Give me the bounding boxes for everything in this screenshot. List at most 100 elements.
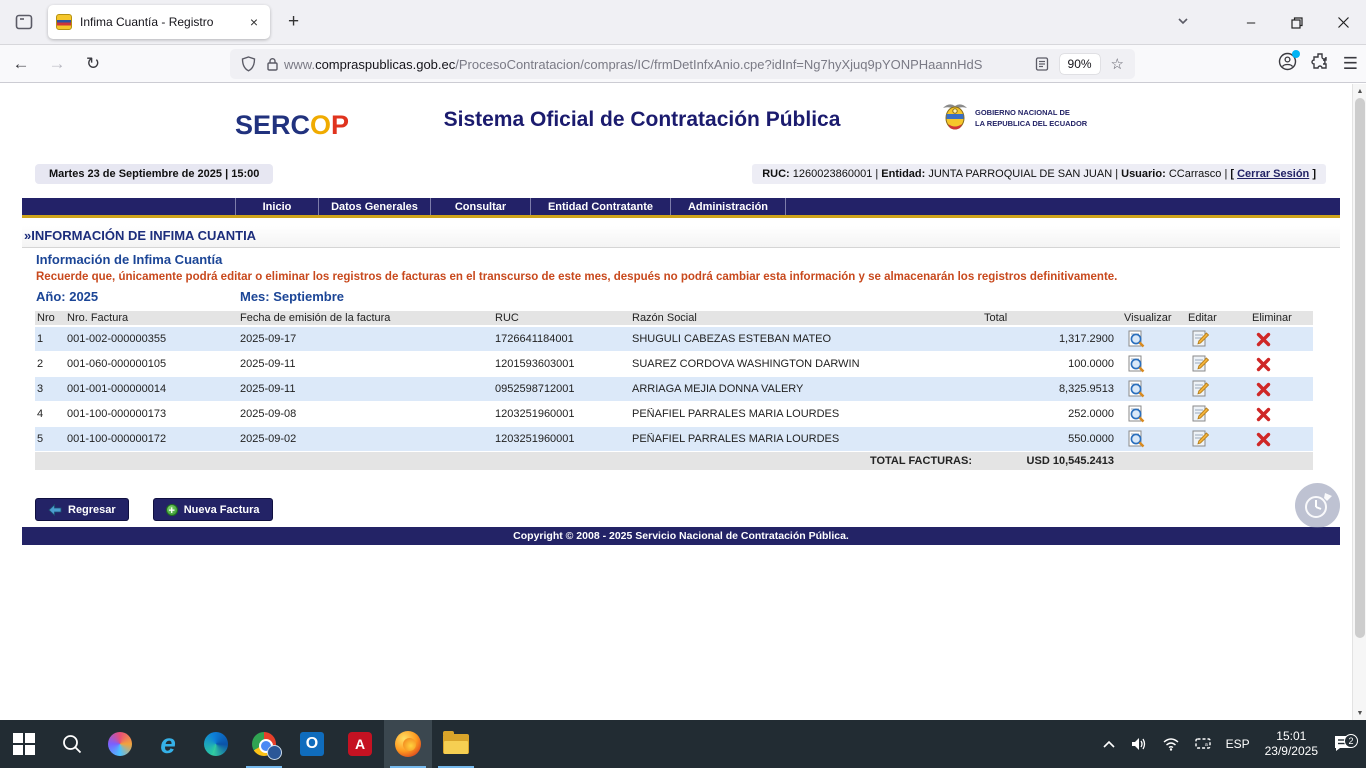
reload-icon[interactable]: ↻ bbox=[85, 53, 101, 73]
notification-center-button[interactable]: 2 bbox=[1326, 734, 1366, 754]
table-row: 2 001-060-000000105 2025-09-11 12015936030… bbox=[35, 352, 1313, 377]
list-tabs-chevron-icon[interactable] bbox=[1176, 14, 1190, 31]
edit-invoice-icon[interactable] bbox=[1186, 430, 1250, 448]
windows-taskbar: e O A a ESP 15:01 23/9/2025 2 bbox=[0, 720, 1366, 768]
acrobat-icon: A bbox=[348, 732, 372, 756]
edit-invoice-icon[interactable] bbox=[1186, 355, 1250, 373]
view-invoice-icon[interactable] bbox=[1122, 380, 1186, 398]
start-button[interactable] bbox=[0, 720, 48, 768]
taskbar-firefox-button[interactable] bbox=[384, 720, 432, 768]
year-label: Año: 2025 bbox=[36, 289, 99, 304]
back-icon[interactable]: ← bbox=[12, 53, 30, 73]
nav-item-entidad-contratante[interactable]: Entidad Contratante bbox=[531, 198, 671, 215]
window-close-button[interactable] bbox=[1320, 0, 1366, 45]
session-info: RUC: 1260023860001 | Entidad: JUNTA PARR… bbox=[752, 164, 1326, 184]
main-navigation: Inicio Datos Generales Consultar Entidad… bbox=[22, 198, 1340, 218]
delete-invoice-icon[interactable] bbox=[1250, 432, 1313, 447]
warning-message: Recuerde que, únicamente podrá editar o … bbox=[36, 271, 1118, 283]
nueva-factura-button[interactable]: + Nueva Factura bbox=[152, 498, 273, 521]
delete-invoice-icon[interactable] bbox=[1250, 382, 1313, 397]
chrome-profile-badge bbox=[267, 745, 282, 760]
tracking-shield-icon[interactable] bbox=[241, 56, 256, 72]
taskbar-file-explorer-button[interactable] bbox=[432, 720, 480, 768]
firefox-view-icon[interactable] bbox=[8, 6, 40, 38]
browser-tab-active[interactable]: Infima Cuantía - Registro × bbox=[48, 5, 270, 39]
taskbar-internet-explorer-button[interactable]: e bbox=[144, 720, 192, 768]
account-icon[interactable] bbox=[1278, 49, 1300, 76]
table-header-row: Nro Nro. Factura Fecha de emisión de la f… bbox=[35, 311, 1313, 327]
wifi-icon[interactable] bbox=[1155, 737, 1187, 751]
copilot-icon bbox=[108, 732, 132, 756]
browser-tab-strip: Infima Cuantía - Registro × + – bbox=[0, 0, 1366, 45]
browser-toolbar: ← → ↻ www.compraspublicas.gob.ec/Proceso… bbox=[0, 45, 1366, 83]
firefox-icon bbox=[395, 731, 421, 757]
account-notification-dot bbox=[1291, 49, 1300, 58]
notification-count-badge: 2 bbox=[1344, 734, 1358, 748]
delete-invoice-icon[interactable] bbox=[1250, 332, 1313, 347]
reader-mode-icon[interactable] bbox=[1035, 57, 1049, 71]
taskbar-acrobat-button[interactable]: A bbox=[336, 720, 384, 768]
nav-item-consultar[interactable]: Consultar bbox=[431, 198, 531, 215]
delete-invoice-icon[interactable] bbox=[1250, 407, 1313, 422]
edit-invoice-icon[interactable] bbox=[1186, 405, 1250, 423]
url-bar[interactable]: www.compraspublicas.gob.ec/ProcesoContra… bbox=[230, 49, 1135, 79]
taskbar-copilot-button[interactable] bbox=[96, 720, 144, 768]
ecuador-coat-of-arms-icon bbox=[940, 100, 970, 137]
section-title: Información de Infima Cuantía bbox=[36, 252, 223, 267]
view-invoice-icon[interactable] bbox=[1122, 405, 1186, 423]
table-row: 5 001-100-000000172 2025-09-02 12032519600… bbox=[35, 427, 1313, 452]
scroll-down-icon[interactable]: ▼ bbox=[1356, 709, 1364, 717]
bookmark-star-icon[interactable]: ☆ bbox=[1110, 56, 1124, 73]
regresar-button[interactable]: Regresar bbox=[35, 498, 129, 521]
clock[interactable]: 15:01 23/9/2025 bbox=[1257, 729, 1326, 759]
edge-icon bbox=[204, 732, 228, 756]
edit-invoice-icon[interactable] bbox=[1186, 380, 1250, 398]
nav-item-administracion[interactable]: Administración bbox=[671, 198, 786, 215]
delete-invoice-icon[interactable] bbox=[1250, 357, 1313, 372]
logout-link[interactable]: Cerrar Sesión bbox=[1237, 168, 1310, 180]
view-invoice-icon[interactable] bbox=[1122, 330, 1186, 348]
period-labels: Año: 2025 Mes: Septiembre bbox=[22, 289, 1340, 307]
invoices-table: Nro Nro. Factura Fecha de emisión de la f… bbox=[35, 311, 1313, 470]
window-restore-button[interactable] bbox=[1274, 0, 1320, 45]
window-minimize-button[interactable]: – bbox=[1246, 14, 1256, 31]
taskbar-chrome-button[interactable] bbox=[240, 720, 288, 768]
display-connect-icon[interactable]: a bbox=[1187, 737, 1219, 751]
taskbar-edge-button[interactable] bbox=[192, 720, 240, 768]
tray-chevron-icon[interactable] bbox=[1095, 739, 1123, 749]
table-row: 3 001-001-000000014 2025-09-11 09525987120… bbox=[35, 377, 1313, 402]
url-text[interactable]: www.compraspublicas.gob.ec/ProcesoContra… bbox=[284, 56, 983, 72]
site-footer: Copyright © 2008 - 2025 Servicio Naciona… bbox=[22, 527, 1340, 545]
scroll-up-icon[interactable]: ▲ bbox=[1356, 87, 1364, 95]
floating-timer-widget[interactable] bbox=[1295, 483, 1340, 528]
view-invoice-icon[interactable] bbox=[1122, 430, 1186, 448]
page-scrollbar[interactable]: ▲ ▼ bbox=[1352, 84, 1366, 720]
tab-close-icon[interactable]: × bbox=[249, 14, 258, 30]
breadcrumb: »INFORMACIÓN DE INFIMA CUANTIA bbox=[22, 226, 1340, 248]
page-title: Sistema Oficial de Contratación Pública bbox=[443, 108, 841, 131]
search-icon bbox=[63, 735, 82, 754]
new-tab-button[interactable]: + bbox=[288, 11, 300, 32]
site-header: SERCOP Sistema Oficial de Contratación P… bbox=[22, 84, 1340, 162]
action-buttons: Regresar + Nueva Factura bbox=[35, 498, 1340, 521]
extensions-puzzle-icon[interactable] bbox=[1311, 52, 1329, 75]
view-invoice-icon[interactable] bbox=[1122, 355, 1186, 373]
menu-hamburger-icon[interactable]: ☰ bbox=[1342, 53, 1358, 73]
file-explorer-icon bbox=[443, 731, 469, 754]
lock-icon[interactable] bbox=[266, 57, 279, 72]
volume-icon[interactable] bbox=[1123, 736, 1155, 752]
nav-item-inicio[interactable]: Inicio bbox=[235, 198, 319, 215]
total-value: USD 10,545.2413 bbox=[1026, 455, 1114, 467]
taskbar-outlook-button[interactable]: O bbox=[288, 720, 336, 768]
taskbar-search-button[interactable] bbox=[48, 720, 96, 768]
page-zoom-indicator[interactable]: 90% bbox=[1059, 54, 1100, 74]
info-bar: Martes 23 de Septiembre de 2025 | 15:00 … bbox=[22, 164, 1340, 190]
language-indicator[interactable]: ESP bbox=[1225, 737, 1250, 751]
nav-item-datos-generales[interactable]: Datos Generales bbox=[319, 198, 431, 215]
scrollbar-thumb[interactable] bbox=[1355, 98, 1365, 638]
web-page: SERCOP Sistema Oficial de Contratación P… bbox=[10, 84, 1352, 720]
internet-explorer-icon: e bbox=[160, 728, 176, 759]
table-row: 4 001-100-000000173 2025-09-08 12032519600… bbox=[35, 402, 1313, 427]
table-row: 1 001-002-000000355 2025-09-17 17266411840… bbox=[35, 327, 1313, 352]
edit-invoice-icon[interactable] bbox=[1186, 330, 1250, 348]
